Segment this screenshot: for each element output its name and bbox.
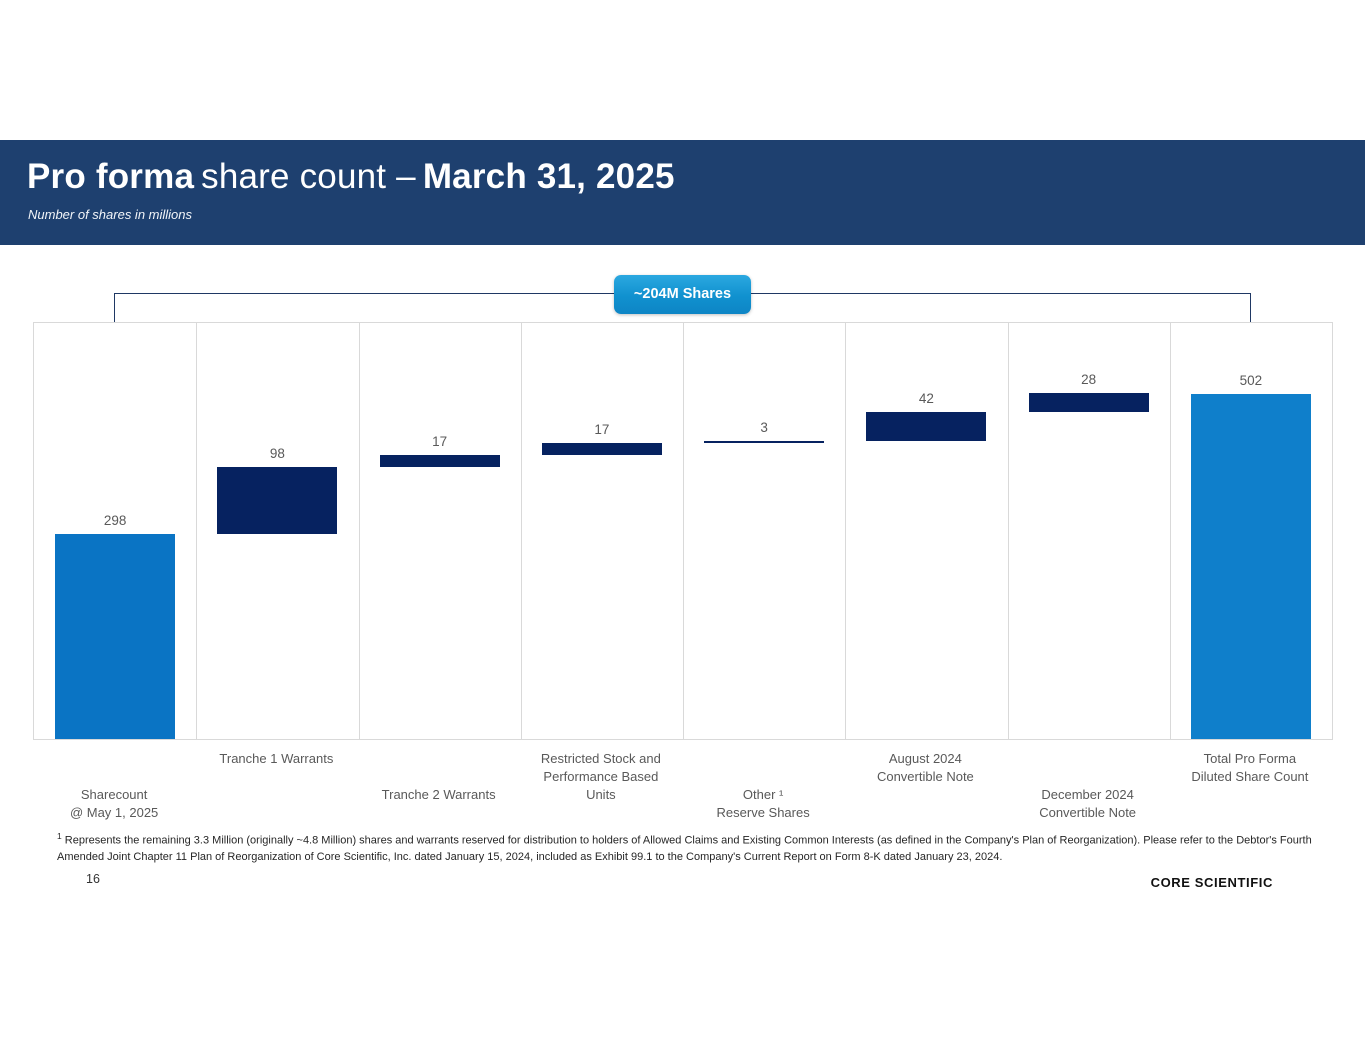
header-band: Pro forma share count – March 31, 2025 Num… (0, 140, 1365, 245)
category-label-line: Convertible Note (876, 769, 974, 784)
bar-value-label: 28 (1081, 372, 1097, 388)
title-bold-lead: Pro forma (27, 157, 195, 196)
shares-annotation-badge: ~204M Shares (614, 275, 751, 314)
category-label-line: @ May 1, 2025 (69, 805, 159, 820)
waterfall-bar (379, 455, 500, 467)
category-label-line: Other ¹ (742, 787, 784, 802)
gridline (520, 323, 522, 739)
category-label-line: Sharecount (80, 787, 148, 802)
category-label-line: Reserve Shares (716, 805, 810, 820)
category-label-line: Tranche 1 Warrants (219, 751, 334, 766)
category-label: Tranche 1 Warrants (166, 750, 386, 768)
waterfall-bar (866, 412, 987, 442)
chart-units-subtitle: Number of shares in millions (28, 207, 193, 222)
category-label: Other ¹ Reserve Shares (653, 786, 873, 822)
footnote: 1 Represents the remaining 3.3 Million (… (57, 830, 1313, 866)
gridline (196, 323, 198, 739)
gridline (358, 323, 360, 739)
waterfall-bar (55, 534, 176, 739)
category-label-line: Total Pro Forma (1203, 751, 1297, 766)
waterfall-bar (1028, 393, 1149, 413)
category-label-line: Tranche 2 Warrants (381, 787, 496, 802)
title-bold-date: March 31, 2025 (422, 157, 675, 196)
category-label-line: August 2024 (888, 751, 962, 766)
category-label-line: Units (586, 787, 616, 802)
category-label: December 2024 Convertible Note (978, 786, 1198, 822)
category-label: Sharecount @ May 1, 2025 (4, 786, 224, 822)
page-number: 16 (86, 872, 100, 886)
company-logo: CORE SCIENTIFIC (1150, 875, 1273, 890)
plot-area: 298 98 17 17 3 42 28 502 (33, 322, 1333, 740)
gridline (683, 323, 684, 739)
bar-value-label: 98 (269, 445, 285, 461)
category-label: Tranche 2 Warrants (329, 786, 549, 804)
category-label-line: Convertible Note (1039, 805, 1137, 820)
gridline (1007, 323, 1009, 739)
gridline (1169, 323, 1171, 739)
category-label: August 2024 Convertible Note (815, 750, 1035, 786)
page-title: Pro forma share count – March 31, 2025 (27, 157, 675, 197)
bar-value-label: 17 (432, 434, 448, 450)
bar-value-label: 3 (760, 420, 768, 436)
footnote-marker: 1 (57, 831, 62, 841)
title-regular: share count – (201, 157, 416, 196)
bar-value-label: 42 (918, 391, 934, 407)
waterfall-bar (1190, 393, 1311, 739)
category-label-line: Diluted Share Count (1191, 769, 1309, 784)
bar-value-label: 298 (103, 513, 127, 529)
category-label: Restricted Stock and Performance Based Uni… (491, 750, 711, 804)
category-label-line: Performance Based (543, 769, 659, 784)
waterfall-bar (541, 443, 662, 456)
footnote-text: Represents the remaining 3.3 Million (or… (57, 834, 1312, 863)
category-label-line: December 2024 (1041, 787, 1134, 802)
bar-value-label: 502 (1239, 372, 1263, 388)
bar-value-label: 17 (594, 422, 610, 438)
waterfall-bar (704, 441, 825, 444)
category-label-line: Restricted Stock and (540, 751, 661, 766)
gridline (845, 323, 847, 739)
waterfall-bar (217, 466, 338, 535)
category-label: Total Pro Forma Diluted Share Count (1140, 750, 1360, 786)
